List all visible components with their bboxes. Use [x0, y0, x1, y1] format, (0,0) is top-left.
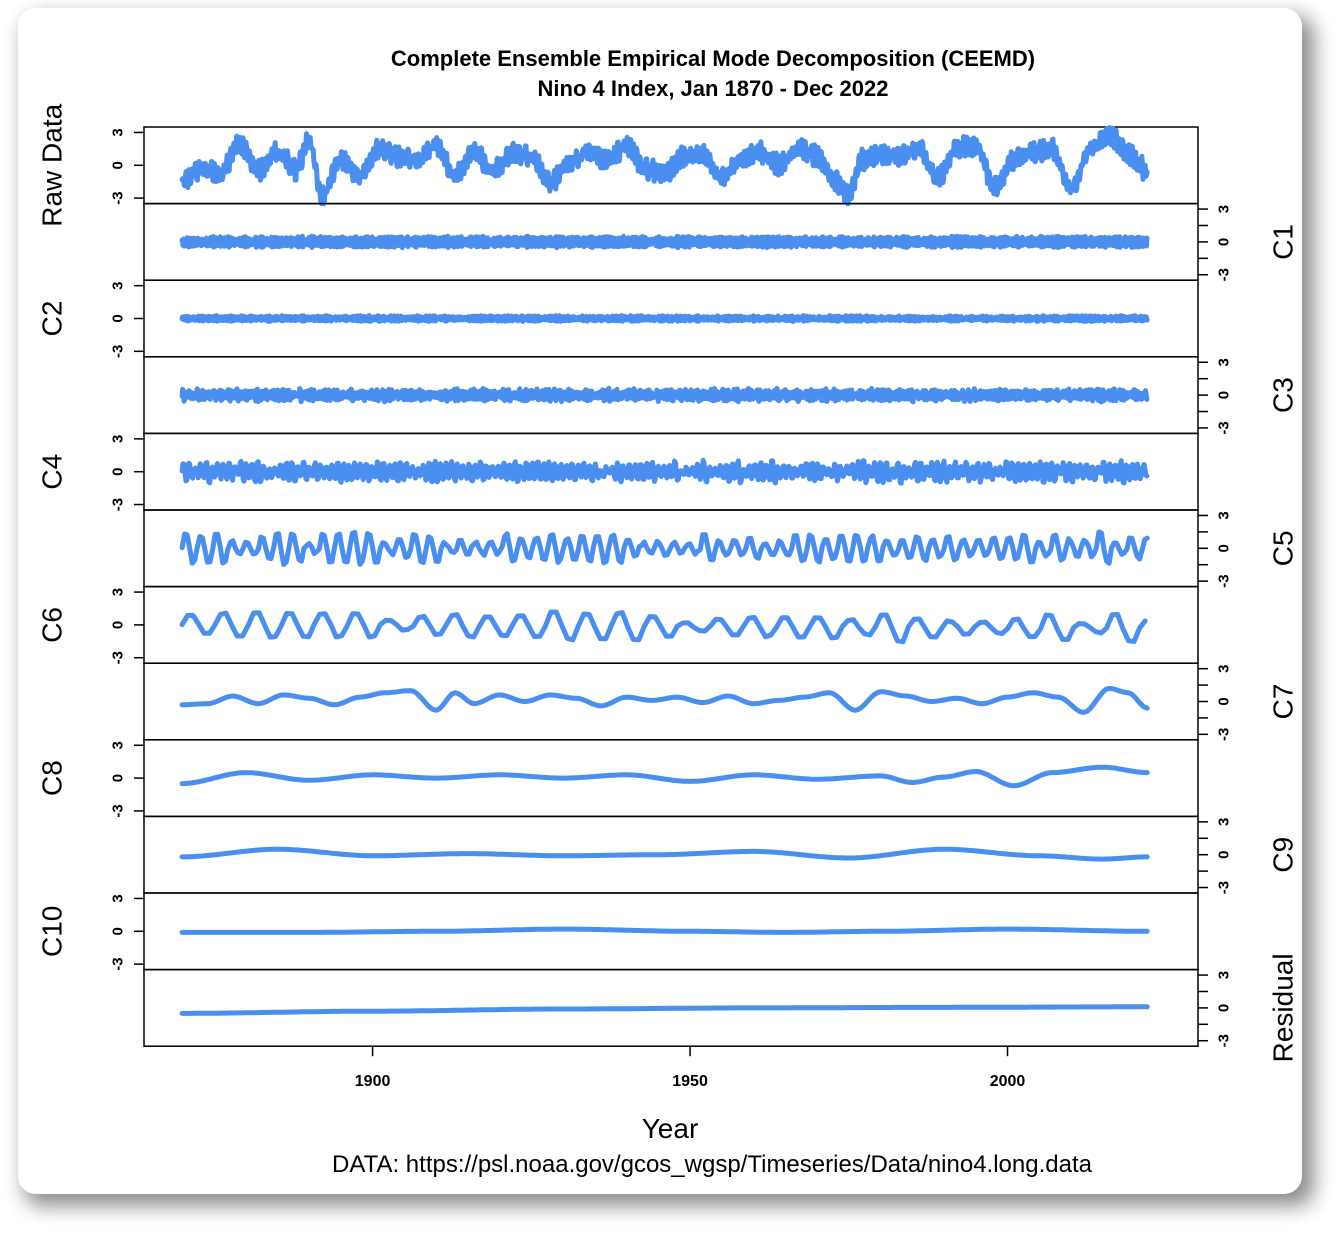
series-line-c1 [179, 233, 1150, 251]
y-tick-label-c3: -3 [1216, 421, 1233, 434]
panel-c6: 3 0 -3 C6 [37, 585, 1199, 664]
y-tick-label-c7: 0 [1216, 697, 1233, 705]
y-tick-label-c2: -3 [110, 345, 127, 358]
panel-label-c10: C10 [37, 906, 68, 957]
y-tick-label-c1: 0 [1216, 238, 1233, 246]
y-tick-label-c6: 0 [110, 621, 127, 629]
y-tick-label-c6: 3 [110, 588, 127, 596]
chart-title: Complete Ensemble Empirical Mode Decompo… [391, 46, 1035, 71]
y-tick-label-c2: 3 [110, 281, 127, 289]
panel-label-c1: C1 [1268, 224, 1299, 260]
panel-stack: 3 0 -3 Raw Data 3 0 -3 C1 3 0 -3 C2 3 0 -3 C3 3 0 -3 C4 3 0 -3… [37, 103, 1299, 1062]
y-tick-label-c6: -3 [110, 651, 127, 664]
figure-card [18, 8, 1302, 1194]
panel-c9: 3 0 -3 C9 [143, 815, 1299, 894]
y-tick-label-raw-data: -3 [110, 191, 127, 204]
series-line-c4 [179, 457, 1150, 486]
y-tick-label-c4: 0 [110, 468, 127, 476]
series-line-c2 [179, 313, 1150, 324]
y-tick-label-c10: 3 [110, 894, 127, 902]
series-line-c10 [179, 926, 1150, 935]
series-line-c6 [179, 609, 1148, 645]
panel-c5: 3 0 -3 C5 [143, 509, 1299, 588]
y-tick-label-raw-data: 3 [110, 128, 127, 136]
panel-c2: 3 0 -3 C2 [37, 279, 1199, 358]
series-line-c3 [179, 385, 1150, 405]
y-tick-label-c3: 3 [1216, 358, 1233, 366]
y-tick-label-residual: 0 [1216, 1004, 1233, 1012]
x-axis-label: Year [642, 1113, 699, 1144]
y-tick-label-c9: -3 [1216, 881, 1233, 894]
y-tick-label-c8: -3 [110, 804, 127, 817]
panel-c3: 3 0 -3 C3 [143, 356, 1299, 435]
y-tick-label-c10: -3 [110, 957, 127, 970]
panel-c8: 3 0 -3 C8 [37, 739, 1199, 818]
y-tick-label-c3: 0 [1216, 391, 1233, 399]
panel-label-c2: C2 [37, 301, 68, 337]
panel-label-c7: C7 [1268, 684, 1299, 720]
panel-label-c9: C9 [1268, 837, 1299, 873]
y-tick-label-raw-data: 0 [110, 161, 127, 169]
panel-label-raw-data: Raw Data [37, 103, 68, 226]
y-tick-label-c5: -3 [1216, 574, 1233, 587]
series-line-c7 [179, 685, 1150, 715]
y-tick-label-c7: 3 [1216, 664, 1233, 672]
data-source-note: DATA: https://psl.noaa.gov/gcos_wgsp/Tim… [332, 1151, 1093, 1178]
y-tick-label-c8: 0 [110, 774, 127, 782]
y-tick-label-c9: 0 [1216, 851, 1233, 859]
series-line-c5 [179, 529, 1150, 568]
y-tick-label-c4: 3 [110, 435, 127, 443]
series-line-raw-data [179, 125, 1150, 207]
x-tick-label: 1950 [672, 1073, 708, 1090]
y-tick-label-c8: 3 [110, 741, 127, 749]
y-tick-label-c5: 3 [1216, 511, 1233, 519]
y-tick-label-residual: 3 [1216, 971, 1233, 979]
panel-raw-data: 3 0 -3 Raw Data [37, 103, 1199, 227]
y-tick-label-c1: 3 [1216, 205, 1233, 213]
panel-c7: 3 0 -3 C7 [143, 662, 1299, 741]
series-line-c9 [179, 846, 1150, 862]
panel-label-c4: C4 [37, 454, 68, 490]
y-tick-label-residual: -3 [1216, 1034, 1233, 1047]
y-tick-label-c7: -3 [1216, 728, 1233, 741]
panel-c1: 3 0 -3 C1 [143, 202, 1299, 281]
x-tick-label: 1900 [355, 1073, 391, 1090]
panel-label-residual: Residual [1268, 953, 1299, 1062]
x-tick-label: 2000 [990, 1073, 1026, 1090]
y-tick-label-c5: 0 [1216, 544, 1233, 552]
panel-frame-c7 [143, 662, 1199, 741]
panel-label-c5: C5 [1268, 530, 1299, 566]
y-tick-label-c9: 3 [1216, 818, 1233, 826]
y-tick-label-c2: 0 [110, 314, 127, 322]
panel-c10: 3 0 -3 C10 [37, 892, 1199, 971]
series-line-c8 [179, 764, 1150, 789]
y-tick-label-c4: -3 [110, 498, 127, 511]
series-line-residual [179, 1004, 1150, 1016]
y-tick-label-c1: -3 [1216, 268, 1233, 281]
panel-label-c3: C3 [1268, 377, 1299, 413]
y-tick-label-c10: 0 [110, 927, 127, 935]
panel-label-c6: C6 [37, 607, 68, 643]
panel-c4: 3 0 -3 C4 [37, 432, 1199, 511]
panel-residual: 3 0 -3 Residual [143, 953, 1299, 1062]
panel-label-c8: C8 [37, 760, 68, 796]
chart-subtitle: Nino 4 Index, Jan 1870 - Dec 2022 [538, 76, 889, 101]
x-axis: 1900 1950 2000 [355, 1046, 1026, 1090]
